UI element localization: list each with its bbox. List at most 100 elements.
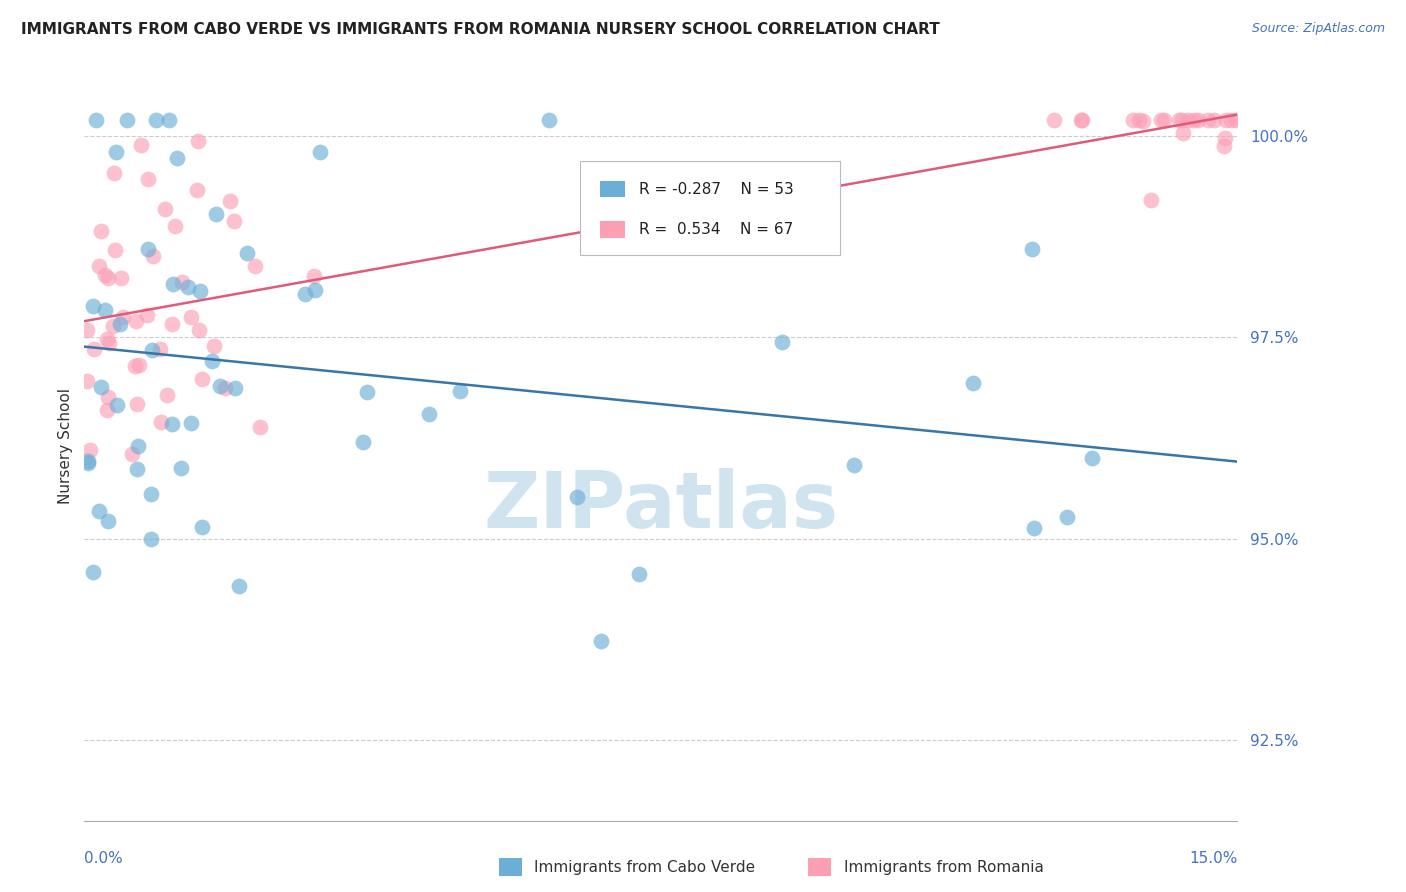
Point — [87, 504, 110, 518]
Point — [162, 277, 184, 292]
Point — [356, 385, 378, 400]
Point — [129, 137, 152, 152]
Point — [136, 242, 159, 256]
Point — [418, 407, 440, 421]
Point — [136, 172, 159, 186]
Text: 15.0%: 15.0% — [1189, 851, 1237, 865]
Point — [304, 268, 326, 283]
Point — [101, 318, 124, 333]
FancyBboxPatch shape — [600, 181, 626, 197]
Point — [105, 145, 128, 160]
Point — [117, 112, 139, 127]
Point — [538, 112, 561, 127]
Point — [163, 219, 186, 233]
Point — [304, 283, 326, 297]
Point — [449, 384, 471, 398]
Point — [1022, 521, 1045, 535]
Point — [187, 134, 209, 148]
Point — [97, 271, 120, 285]
Point — [308, 145, 330, 160]
Point — [214, 381, 236, 395]
Point — [110, 271, 132, 285]
FancyBboxPatch shape — [581, 161, 839, 255]
Point — [170, 275, 193, 289]
Point — [224, 380, 246, 394]
Point — [201, 354, 224, 368]
Point — [224, 214, 246, 228]
Point — [136, 308, 159, 322]
Point — [150, 415, 173, 429]
Point — [1070, 112, 1092, 127]
Point — [90, 224, 112, 238]
Point — [125, 462, 148, 476]
Point — [202, 339, 225, 353]
Point — [139, 533, 162, 547]
Point — [1197, 112, 1219, 127]
Point — [205, 206, 228, 220]
Point — [79, 442, 101, 457]
Point — [103, 165, 125, 179]
Point — [121, 447, 143, 461]
Point — [76, 323, 98, 337]
Point — [77, 454, 100, 468]
Point — [294, 286, 316, 301]
Point — [180, 416, 202, 430]
Point — [565, 491, 588, 505]
Point — [177, 279, 200, 293]
Point — [93, 302, 115, 317]
Point — [97, 390, 120, 404]
Point — [191, 520, 214, 534]
Point — [160, 318, 183, 332]
Point — [89, 260, 111, 274]
Point — [145, 112, 167, 127]
Point — [249, 420, 271, 434]
Point — [84, 112, 107, 127]
Point — [1171, 126, 1194, 140]
Point — [1177, 112, 1199, 127]
Point — [191, 372, 214, 386]
Point — [97, 335, 120, 350]
Point — [128, 359, 150, 373]
Point — [627, 566, 650, 581]
Point — [82, 565, 104, 579]
Point — [219, 194, 242, 208]
Point — [180, 310, 202, 325]
Point — [228, 579, 250, 593]
Point — [1213, 130, 1236, 145]
Text: Source: ZipAtlas.com: Source: ZipAtlas.com — [1251, 22, 1385, 36]
Point — [844, 458, 866, 473]
Point — [1122, 112, 1144, 127]
Point — [108, 317, 131, 331]
Point — [97, 514, 120, 528]
Point — [1213, 139, 1236, 153]
Point — [1187, 112, 1209, 127]
Point — [243, 260, 266, 274]
Point — [1204, 112, 1226, 127]
Point — [125, 314, 148, 328]
Point — [96, 332, 118, 346]
Point — [141, 249, 163, 263]
Point — [1150, 112, 1173, 127]
Point — [1021, 242, 1043, 256]
Point — [1071, 112, 1094, 127]
Point — [94, 268, 117, 282]
Point — [1215, 112, 1237, 127]
Point — [236, 246, 259, 260]
Point — [186, 183, 208, 197]
Point — [962, 376, 984, 390]
Text: ZIPatlas: ZIPatlas — [484, 468, 838, 544]
Point — [111, 310, 134, 324]
Point — [155, 202, 177, 217]
Point — [1056, 509, 1078, 524]
Point — [188, 285, 211, 299]
Text: IMMIGRANTS FROM CABO VERDE VS IMMIGRANTS FROM ROMANIA NURSERY SCHOOL CORRELATION: IMMIGRANTS FROM CABO VERDE VS IMMIGRANTS… — [21, 22, 939, 37]
Point — [96, 402, 118, 417]
Point — [188, 323, 211, 337]
Point — [770, 334, 793, 349]
Point — [589, 633, 612, 648]
Point — [170, 460, 193, 475]
Text: R = -0.287    N = 53: R = -0.287 N = 53 — [638, 182, 793, 196]
Point — [352, 435, 374, 450]
Point — [139, 487, 162, 501]
Point — [1219, 112, 1241, 127]
